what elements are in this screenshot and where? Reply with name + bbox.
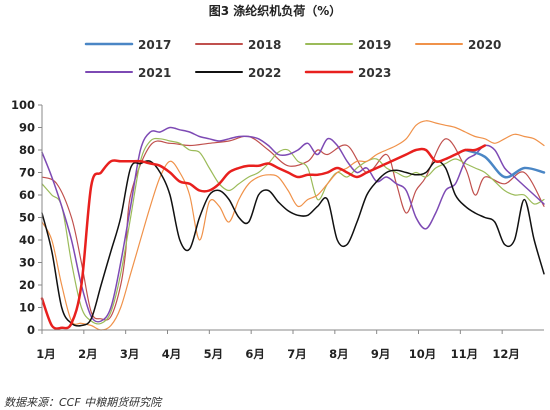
x-tick-label: 4月 (162, 347, 182, 361)
series-line-2019 (41, 137, 545, 325)
legend-label-2023: 2023 (358, 66, 391, 80)
x-tick-label: 9月 (371, 347, 391, 361)
y-tick-label: 90 (19, 121, 35, 135)
series-line-2017 (464, 148, 546, 179)
legend-label-2017: 2017 (138, 38, 171, 52)
series-line-2022 (41, 160, 545, 327)
legend-label-2018: 2018 (248, 38, 281, 52)
y-tick-label: 40 (19, 233, 35, 247)
y-tick-label: 70 (19, 166, 35, 180)
x-tick-label: 7月 (287, 347, 307, 361)
y-tick-label: 100 (11, 98, 35, 112)
line-chart: 2017 2018 2019 2020 2021 2022 2023 0 10 20 30 40 50… (11, 38, 546, 361)
x-tick-label: 6月 (245, 347, 265, 361)
y-tick-label: 50 (19, 211, 35, 225)
x-tick-label: 12月 (492, 347, 520, 361)
x-tick-label: 11月 (451, 347, 479, 361)
series-line-2023 (40, 144, 487, 330)
x-tick-label: 3月 (120, 347, 140, 361)
series-layer (40, 120, 546, 331)
legend-label-2019: 2019 (358, 38, 391, 52)
legend-label-2022: 2022 (248, 66, 281, 80)
legend: 2017 2018 2019 2020 2021 2022 2023 (84, 38, 501, 80)
y-tick-label: 30 (19, 256, 35, 270)
y-tick-label: 10 (19, 301, 35, 315)
series-line-2021 (41, 126, 545, 323)
series-line-2020 (41, 120, 545, 331)
y-tick-label: 80 (19, 143, 35, 157)
x-tick-label: 1月 (36, 347, 56, 361)
x-tick-label: 8月 (329, 347, 349, 361)
y-tick-label: 20 (19, 278, 35, 292)
y-tick-label: 60 (19, 188, 35, 202)
legend-label-2020: 2020 (468, 38, 501, 52)
source-note: 数据来源：CCF 中粮期货研究院 (4, 396, 162, 409)
x-tick-label: 5月 (204, 347, 224, 361)
x-tick-label: 2月 (78, 347, 98, 361)
axes: 0 10 20 30 40 50 60 70 80 90 100 1月 2月 3月 4月 5月 6月 7月 8月 9月… (11, 98, 544, 361)
legend-label-2021: 2021 (138, 66, 171, 80)
x-tick-label: 10月 (409, 347, 437, 361)
series-line-2018 (41, 135, 545, 321)
y-tick-label: 0 (27, 323, 35, 337)
chart-title: 图3 涤纶织机负荷（%） (208, 4, 342, 18)
